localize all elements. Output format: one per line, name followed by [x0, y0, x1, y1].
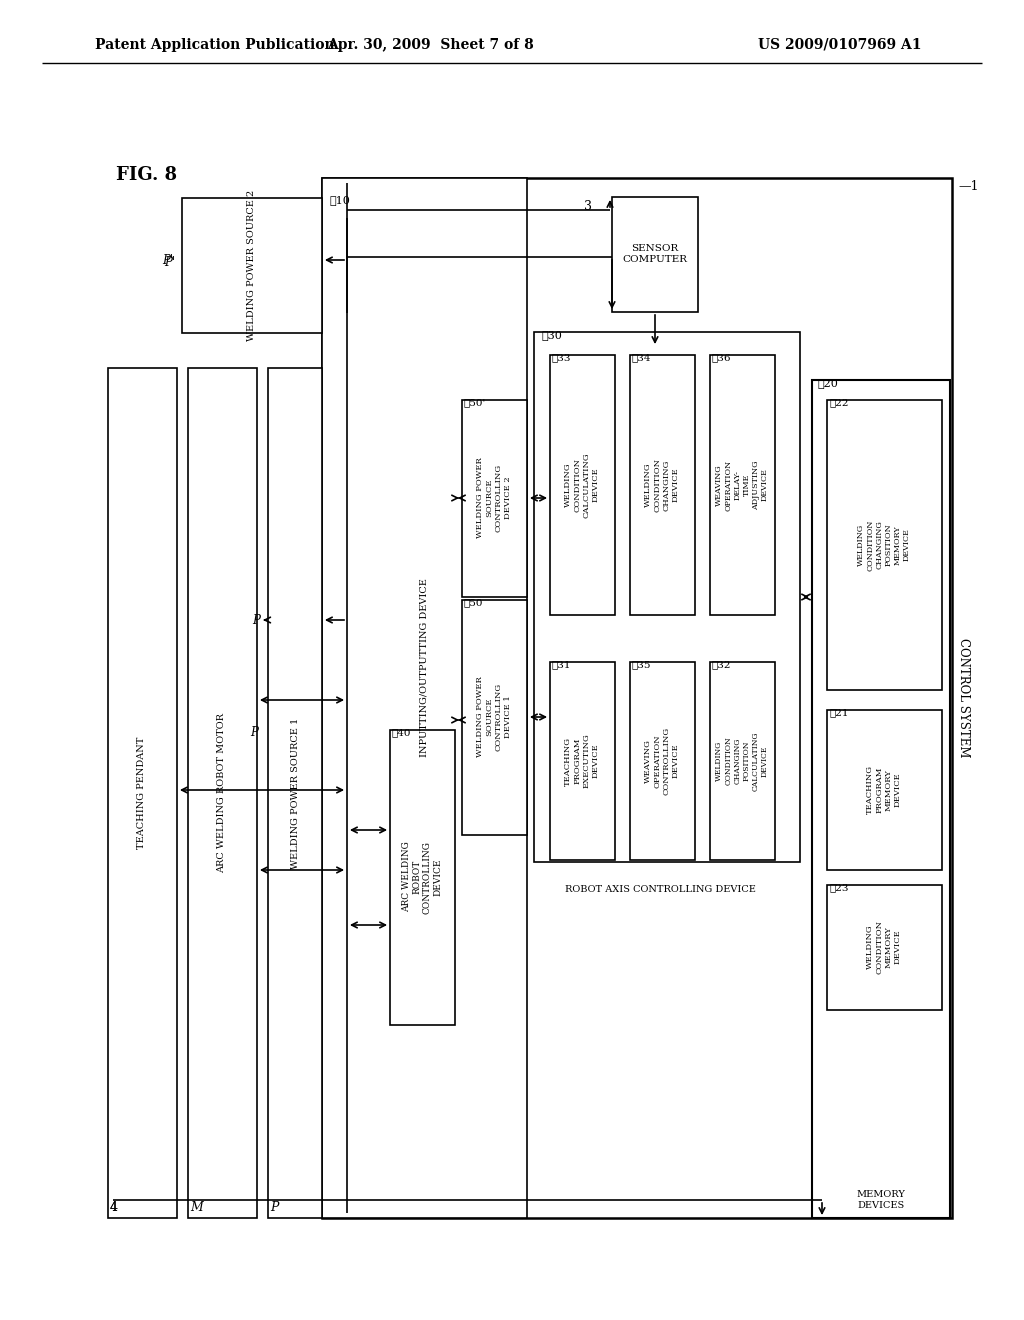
- Text: WEAVING
OPERATION
DELAY-
TIME
ADJUSTING
DEVICE: WEAVING OPERATION DELAY- TIME ADJUSTING …: [715, 459, 769, 511]
- Bar: [827, 400, 942, 690]
- Text: P': P': [165, 256, 175, 269]
- Text: ∰20: ∰20: [818, 378, 839, 388]
- Text: ∰40: ∰40: [392, 729, 412, 737]
- Text: WELDING
CONDITION
CHANGING
DEVICE: WELDING CONDITION CHANGING DEVICE: [644, 458, 680, 512]
- Text: WELDING POWER SOURCE 1: WELDING POWER SOURCE 1: [291, 717, 299, 869]
- Text: ∰22: ∰22: [829, 399, 849, 407]
- Text: P': P': [163, 253, 173, 267]
- Text: ∰50: ∰50: [464, 598, 483, 607]
- Text: ARC WELDING
ROBOT
CONTROLLING
DEVICE: ARC WELDING ROBOT CONTROLLING DEVICE: [401, 841, 442, 913]
- Text: Patent Application Publication: Patent Application Publication: [95, 38, 335, 51]
- Text: FIG. 8: FIG. 8: [116, 166, 177, 183]
- Text: WELDING POWER
SOURCE
CONTROLLING
DEVICE 2: WELDING POWER SOURCE CONTROLLING DEVICE …: [476, 458, 512, 539]
- Text: WELDING
CONDITION
CHANGING
POSITION
CALCULATING
DEVICE: WELDING CONDITION CHANGING POSITION CALC…: [715, 731, 769, 791]
- Text: WELDING POWER
SOURCE
CONTROLLING
DEVICE 1: WELDING POWER SOURCE CONTROLLING DEVICE …: [476, 677, 512, 758]
- Bar: [322, 178, 952, 1218]
- Bar: [182, 198, 322, 333]
- Text: SENSOR
COMPUTER: SENSOR COMPUTER: [623, 244, 687, 264]
- Text: P: P: [252, 614, 260, 627]
- Bar: [534, 333, 800, 862]
- Text: 3: 3: [584, 201, 592, 214]
- Text: Apr. 30, 2009  Sheet 7 of 8: Apr. 30, 2009 Sheet 7 of 8: [327, 38, 534, 51]
- Text: 4: 4: [110, 1201, 118, 1214]
- Text: US 2009/0107969 A1: US 2009/0107969 A1: [758, 38, 922, 51]
- Bar: [462, 400, 527, 597]
- Text: ∰50': ∰50': [464, 399, 486, 407]
- Text: ARC WELDING ROBOT MOTOR: ARC WELDING ROBOT MOTOR: [217, 713, 226, 873]
- Bar: [268, 368, 322, 1218]
- Text: ∰33: ∰33: [552, 352, 571, 362]
- Bar: [827, 710, 942, 870]
- Text: WELDING
CONDITION
MEMORY
DEVICE: WELDING CONDITION MEMORY DEVICE: [866, 920, 902, 974]
- Text: ∰23: ∰23: [829, 883, 849, 892]
- Text: —1: —1: [958, 180, 979, 193]
- Text: ∰32: ∰32: [712, 660, 731, 669]
- Text: WELDING
CONDITION
CALCULATING
DEVICE: WELDING CONDITION CALCULATING DEVICE: [564, 453, 600, 517]
- Bar: [462, 601, 527, 836]
- Bar: [390, 730, 455, 1026]
- Text: TEACHING PENDANT: TEACHING PENDANT: [137, 737, 146, 849]
- Bar: [322, 178, 527, 1218]
- Bar: [612, 197, 698, 312]
- Text: P: P: [250, 726, 258, 739]
- Text: MEMORY
DEVICES: MEMORY DEVICES: [856, 1191, 905, 1209]
- Text: TEACHING
PROGRAM
EXECUTING
DEVICE: TEACHING PROGRAM EXECUTING DEVICE: [564, 734, 600, 788]
- Text: ∰35: ∰35: [632, 660, 651, 669]
- Text: 4: 4: [110, 1201, 118, 1214]
- Bar: [550, 355, 615, 615]
- Bar: [550, 663, 615, 861]
- Text: P: P: [270, 1201, 279, 1214]
- Bar: [108, 368, 177, 1218]
- Text: INPUTTING/OUTPUTTING DEVICE: INPUTTING/OUTPUTTING DEVICE: [420, 578, 428, 758]
- Text: ∰30: ∰30: [542, 330, 563, 341]
- Bar: [630, 355, 695, 615]
- Text: ∰36: ∰36: [712, 352, 731, 362]
- Text: WEAVING
OPERATION
CONTROLLING
DEVICE: WEAVING OPERATION CONTROLLING DEVICE: [644, 727, 680, 795]
- Text: ∰21: ∰21: [829, 708, 849, 717]
- Bar: [812, 380, 950, 1218]
- Bar: [188, 368, 257, 1218]
- Text: ROBOT AXIS CONTROLLING DEVICE: ROBOT AXIS CONTROLLING DEVICE: [564, 886, 756, 895]
- Text: WELDING POWER SOURCE 2: WELDING POWER SOURCE 2: [248, 189, 256, 341]
- Text: WELDING
CONDITION
CHANGING
POSITION
MEMORY
DEVICE: WELDING CONDITION CHANGING POSITION MEMO…: [857, 519, 911, 570]
- Text: TEACHING
PROGRAM
MEMORY
DEVICE: TEACHING PROGRAM MEMORY DEVICE: [866, 766, 902, 814]
- Text: CONTROL SYSTEM: CONTROL SYSTEM: [957, 639, 971, 758]
- Text: ∰10: ∰10: [330, 195, 351, 205]
- Bar: [630, 663, 695, 861]
- Bar: [710, 355, 775, 615]
- Bar: [827, 884, 942, 1010]
- Text: M: M: [190, 1201, 203, 1214]
- Bar: [710, 663, 775, 861]
- Text: ∰31: ∰31: [552, 660, 571, 669]
- Text: ∰34: ∰34: [632, 352, 651, 362]
